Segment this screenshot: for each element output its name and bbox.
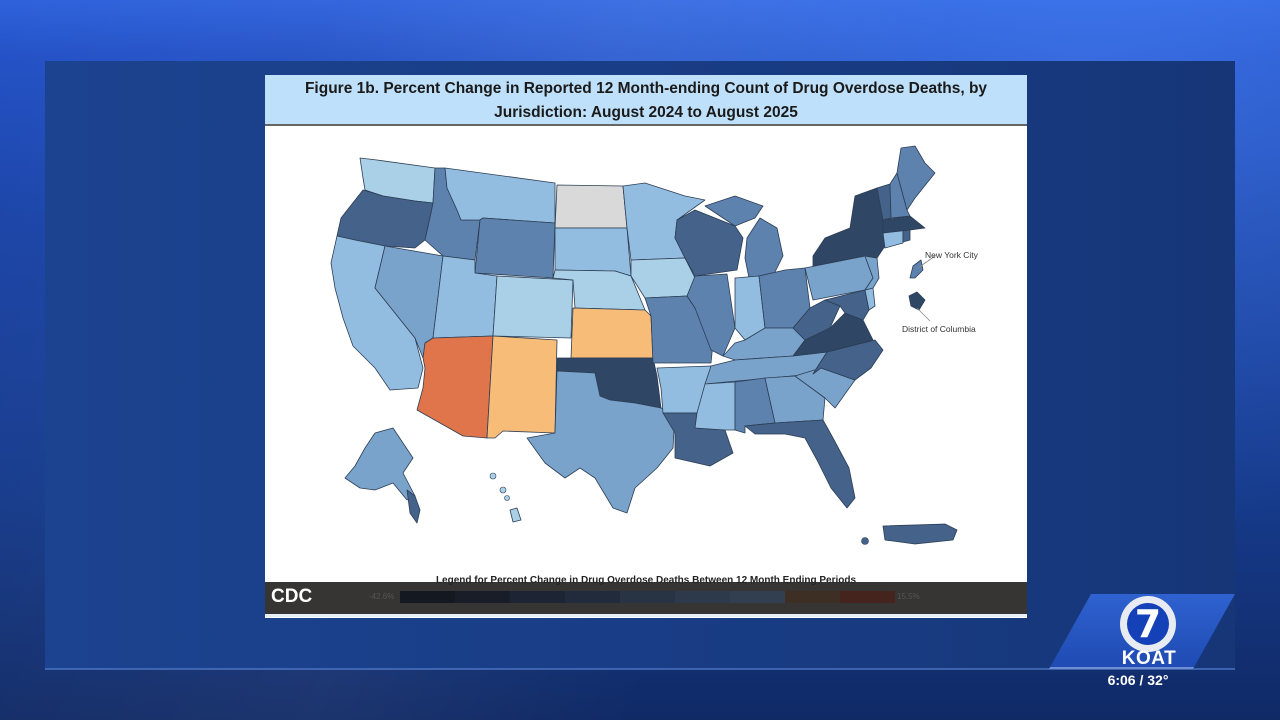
hawaii-island-1 xyxy=(489,472,497,480)
legend-swatch xyxy=(510,591,565,603)
callout-line-nyc xyxy=(917,255,936,269)
state-michigan xyxy=(704,195,784,279)
state-kansas xyxy=(570,307,654,359)
state-montana xyxy=(444,167,556,224)
figure-title-line1: Figure 1b. Percent Change in Reported 12… xyxy=(304,80,988,97)
state-texas xyxy=(526,370,676,514)
panel-divider xyxy=(45,668,1235,670)
state-iowa xyxy=(630,257,696,299)
state-south-dakota xyxy=(554,227,632,277)
us-choropleth-map: New York City District of Columbia xyxy=(265,128,1027,583)
state-new-york xyxy=(812,187,886,267)
station-logo: 7 KOAT xyxy=(1049,594,1235,669)
state-oregon xyxy=(336,189,434,249)
legend-swatch xyxy=(400,591,455,603)
legend-swatch xyxy=(675,591,730,603)
inset-new-york-city xyxy=(909,259,924,279)
state-hawaii xyxy=(509,507,522,523)
legend-title: Legend for Percent Change in Drug Overdo… xyxy=(435,575,857,586)
puerto-rico-island xyxy=(861,537,869,545)
legend-swatch xyxy=(565,591,620,603)
state-north-dakota xyxy=(554,184,628,229)
legend-swatch xyxy=(785,591,840,603)
callout-new-york-city: New York City xyxy=(925,250,978,260)
alaska-panhandle xyxy=(406,489,421,524)
lower-third-underline xyxy=(265,614,1027,617)
state-colorado xyxy=(492,275,574,339)
state-georgia xyxy=(764,375,826,424)
cdc-figure: Figure 1b. Percent Change in Reported 12… xyxy=(265,75,1027,618)
lower-third-bar: CDC -42.6% 15.5% xyxy=(265,582,1027,614)
state-alaska xyxy=(344,427,416,501)
state-new-hampshire xyxy=(889,172,911,219)
state-rhode-island xyxy=(902,229,911,243)
channel-7-icon: 7 xyxy=(1120,596,1176,652)
legend-min-value: -42.6% xyxy=(369,592,395,601)
station-name: KOAT xyxy=(1121,648,1177,669)
legend-swatch xyxy=(455,591,510,603)
state-wyoming xyxy=(474,217,556,279)
legend-swatch xyxy=(620,591,675,603)
figure-title-line2: Jurisdiction: August 2024 to August 2025 xyxy=(494,104,798,121)
callout-line-dc xyxy=(916,307,931,322)
legend-swatch xyxy=(730,591,785,603)
state-illinois xyxy=(686,273,736,357)
channel-number: 7 xyxy=(1127,603,1169,645)
legend-swatch xyxy=(840,591,895,603)
callout-district-of-columbia: District of Columbia xyxy=(902,324,976,334)
legend-color-scale xyxy=(400,591,895,603)
state-kentucky xyxy=(722,327,806,361)
state-new-mexico xyxy=(486,335,558,439)
figure-title: Figure 1b. Percent Change in Reported 12… xyxy=(265,75,1027,126)
state-wisconsin xyxy=(674,209,744,277)
time-temperature: 6:06 / 32° xyxy=(1107,672,1169,688)
source-label: CDC xyxy=(271,586,313,607)
legend-max-value: 15.5% xyxy=(897,592,920,601)
hawaii-island-2 xyxy=(499,486,507,494)
hawaii-island-3 xyxy=(504,495,510,501)
inset-district-of-columbia xyxy=(908,291,926,311)
state-maine xyxy=(896,145,936,211)
territory-puerto-rico xyxy=(882,523,958,545)
state-florida xyxy=(744,419,856,509)
state-arizona xyxy=(416,335,494,439)
